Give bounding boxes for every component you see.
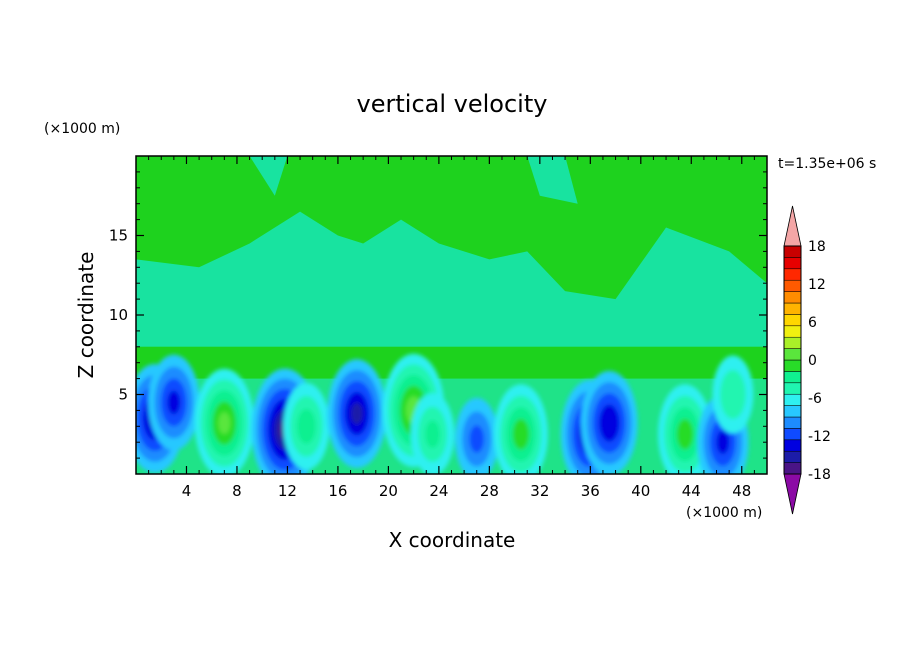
colorbar-segment bbox=[783, 302, 802, 315]
field-region-0 bbox=[136, 211, 767, 347]
y-axis: 5 10 15 bbox=[109, 171, 767, 459]
velocity-contour bbox=[676, 418, 694, 450]
time-label: t=1.35e+06 s bbox=[778, 156, 876, 172]
velocity-cell-1 bbox=[148, 354, 200, 451]
colorbar-segment bbox=[783, 245, 802, 258]
colorbar-label: -6 bbox=[808, 391, 822, 407]
velocity-contour bbox=[425, 420, 440, 448]
x-tick-label: 48 bbox=[732, 482, 751, 500]
colorbar-label: -12 bbox=[808, 429, 831, 445]
x-tick-label: 4 bbox=[182, 482, 192, 500]
colorbar-segment bbox=[783, 325, 802, 338]
features-group bbox=[136, 353, 754, 474]
colorbar-segment bbox=[783, 336, 802, 349]
velocity-cell-7 bbox=[410, 393, 455, 474]
plot-area bbox=[136, 156, 767, 474]
colorbar-label: 6 bbox=[808, 315, 817, 331]
y-tick-label: 10 bbox=[109, 306, 128, 324]
colorbar-segment bbox=[783, 439, 802, 452]
x-tick-label: 36 bbox=[581, 482, 600, 500]
x-tick-label: 16 bbox=[328, 482, 347, 500]
colorbar-label: -18 bbox=[808, 467, 831, 483]
velocity-cell-2 bbox=[194, 368, 254, 474]
x-tick-label: 44 bbox=[682, 482, 701, 500]
x-tick-label: 20 bbox=[379, 482, 398, 500]
colorbar-segment bbox=[783, 257, 802, 270]
colorbar-max-arrow bbox=[783, 205, 802, 247]
velocity-contour bbox=[167, 390, 181, 415]
colorbar-segment bbox=[783, 450, 802, 463]
x-tick-label: 28 bbox=[480, 482, 499, 500]
x-tick-label: 32 bbox=[530, 482, 549, 500]
x-tick-label: 12 bbox=[278, 482, 297, 500]
velocity-contour bbox=[350, 402, 363, 425]
colorbar: 18 12 6 0 -6 -12 -18 bbox=[783, 205, 831, 515]
colorbar-label: 18 bbox=[808, 239, 826, 255]
velocity-cell-8 bbox=[454, 397, 499, 474]
velocity-cell-11 bbox=[580, 370, 638, 474]
x-tick-label: 8 bbox=[232, 482, 242, 500]
x-tick-label: 40 bbox=[631, 482, 650, 500]
colorbar-segment bbox=[783, 462, 802, 475]
field-region-1 bbox=[249, 156, 288, 196]
velocity-contour bbox=[297, 408, 316, 444]
colorbar-min-arrow bbox=[783, 473, 802, 515]
y-axis-label: Z coordinate bbox=[74, 252, 98, 379]
velocity-contour bbox=[720, 370, 746, 419]
colorbar-segment bbox=[783, 268, 802, 281]
y-tick-label: 15 bbox=[109, 227, 128, 245]
velocity-contour bbox=[716, 430, 730, 455]
colorbar-frame bbox=[783, 245, 802, 475]
colorbar-segment bbox=[783, 428, 802, 441]
x-axis-label: X coordinate bbox=[389, 528, 516, 552]
colorbar-segment bbox=[783, 359, 802, 372]
colorbar-label: 0 bbox=[808, 353, 817, 369]
colorbar-label: 12 bbox=[808, 277, 826, 293]
velocity-contour bbox=[469, 425, 485, 453]
colorbar-segment bbox=[783, 416, 802, 429]
colorbar-segment bbox=[783, 405, 802, 418]
colorbar-segment bbox=[783, 279, 802, 292]
colorbar-segment bbox=[783, 314, 802, 327]
colorbar-segment bbox=[783, 382, 802, 395]
y-tick-label: 5 bbox=[118, 386, 128, 404]
y-unit-label: (×1000 m) bbox=[44, 121, 120, 137]
velocity-contour bbox=[599, 404, 620, 442]
field-region-2 bbox=[527, 156, 578, 204]
x-unit-label: (×1000 m) bbox=[686, 505, 762, 521]
colorbar-segment bbox=[783, 348, 802, 361]
velocity-contour bbox=[218, 412, 231, 434]
x-axis: 4 8 12 16 20 24 28 32 36 40 44 48 bbox=[148, 156, 755, 500]
colorbar-segment bbox=[783, 291, 802, 304]
velocity-cell-5 bbox=[327, 359, 387, 468]
velocity-cell-9 bbox=[493, 384, 548, 474]
velocity-contour bbox=[512, 418, 530, 450]
colorbar-segment bbox=[783, 371, 802, 384]
colorbar-segment bbox=[783, 393, 802, 406]
velocity-cell-14 bbox=[712, 355, 754, 434]
chart-title: vertical velocity bbox=[357, 90, 548, 118]
velocity-cell-4 bbox=[283, 382, 330, 470]
x-tick-label: 24 bbox=[429, 482, 448, 500]
